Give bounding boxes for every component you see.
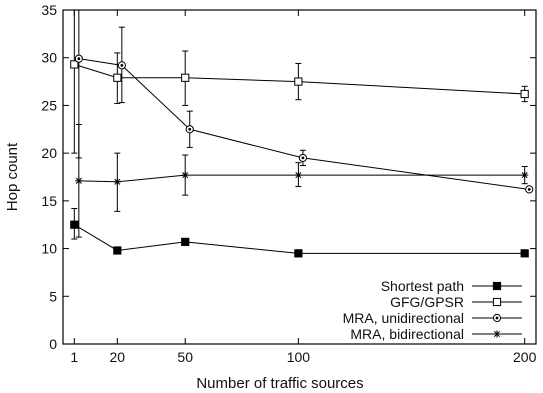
y-axis-title: Hop count [4,142,21,211]
x-tick-label: 50 [177,349,193,365]
point-filled-square [294,249,303,258]
point-open-square [294,77,303,86]
legend-item: MRA, bidirectional [350,326,522,342]
point-filled-square [520,249,529,258]
series-star [75,124,529,238]
y-tick-label: 25 [41,97,57,113]
point-star [113,178,121,186]
x-tick-label: 100 [287,349,311,365]
point-filled-square [181,237,190,246]
x-tick-label: 1 [70,349,78,365]
y-tick-label: 0 [49,336,57,352]
point-open-square [113,73,122,82]
legend-label: GFG/GPSR [390,294,464,310]
legend-label: MRA, unidirectional [343,310,464,326]
point-open-circle-center [527,188,531,191]
legend-label: MRA, bidirectional [350,326,464,342]
series-layer [70,10,534,258]
x-tick-label: 20 [110,349,126,365]
series-open-circle [74,10,534,194]
series-open-square [70,10,529,154]
point-star [181,171,189,179]
y-tick-label: 5 [49,288,57,304]
series-line [78,58,530,190]
point-star [521,171,529,179]
error-bar [71,10,78,154]
point-open-square [520,89,529,99]
series-line [78,174,525,183]
series-filled-square [70,207,529,258]
point-filled-square [113,246,122,255]
plot-frame [62,9,537,345]
y-tick-label: 30 [41,50,57,66]
x-axis-title: Number of traffic sources [196,375,363,392]
series-line [74,224,525,254]
point-star [75,177,83,185]
point-open-square [70,60,79,69]
legend-item: MRA, unidirectional [343,310,522,326]
point-open-circle-center [120,63,124,67]
x-tick-label: 200 [513,349,537,365]
y-tick-label: 20 [41,145,57,161]
point-star [294,171,302,179]
point-open-square [181,73,190,82]
point-filled-square [70,220,79,229]
point-open-square [492,297,502,307]
y-tick-label: 15 [41,193,57,209]
y-ticks: 0 5 10 15 20 25 30 35 [41,2,536,352]
y-tick-label: 10 [41,241,57,257]
x-ticks: 1 20 50 100 200 [70,10,537,365]
point-star [493,330,501,338]
point-open-circle-center [495,316,499,320]
point-filled-square [492,281,502,291]
y-tick-label: 35 [41,2,57,18]
legend-item: Shortest path [381,278,522,294]
point-open-circle-center [188,127,192,131]
legend-label: Shortest path [381,278,464,294]
point-open-circle-center [301,156,305,160]
legend-item: GFG/GPSR [390,294,522,310]
point-open-circle-center [77,57,81,61]
